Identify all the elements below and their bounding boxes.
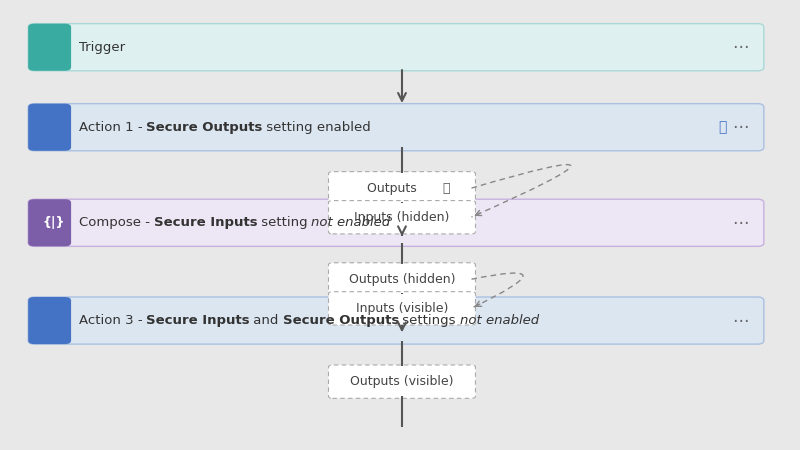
Text: ⋯: ⋯ [732,118,748,136]
FancyBboxPatch shape [28,199,764,246]
Text: setting: setting [257,216,311,230]
Text: Action 3 -: Action 3 - [79,314,147,327]
Text: ⋯: ⋯ [732,38,748,56]
FancyBboxPatch shape [28,24,71,71]
Text: ⋯: ⋯ [732,311,748,329]
Text: Secure Outputs: Secure Outputs [146,121,263,134]
Text: Compose -: Compose - [79,216,154,230]
FancyBboxPatch shape [329,292,475,325]
Text: 🔓: 🔓 [718,121,726,135]
FancyBboxPatch shape [329,365,475,398]
Text: setting enabled: setting enabled [262,121,370,134]
FancyBboxPatch shape [28,199,71,246]
Text: Secure Outputs: Secure Outputs [282,314,399,327]
FancyBboxPatch shape [329,201,475,234]
FancyBboxPatch shape [28,24,764,71]
Text: Inputs (visible): Inputs (visible) [356,302,448,315]
Text: ⋯: ⋯ [732,214,748,232]
Text: settings: settings [398,314,460,327]
Text: and: and [250,314,283,327]
Text: {|}: {|} [42,216,65,230]
FancyBboxPatch shape [329,171,475,205]
FancyBboxPatch shape [28,297,71,344]
Text: Secure Inputs: Secure Inputs [154,216,258,230]
FancyBboxPatch shape [28,104,764,151]
FancyBboxPatch shape [28,297,764,344]
Text: not enabled: not enabled [311,216,390,230]
Text: Outputs: Outputs [367,182,421,195]
FancyBboxPatch shape [28,104,71,151]
Text: Action 1 -: Action 1 - [79,121,147,134]
Text: Outputs (hidden): Outputs (hidden) [349,273,455,286]
Text: not enabled: not enabled [460,314,538,327]
Text: 🔓: 🔓 [442,182,450,195]
Text: Outputs (visible): Outputs (visible) [350,375,454,388]
Text: Secure Inputs: Secure Inputs [146,314,250,327]
Text: Trigger: Trigger [79,40,125,54]
Text: Inputs (hidden): Inputs (hidden) [354,211,450,224]
FancyBboxPatch shape [329,263,475,296]
